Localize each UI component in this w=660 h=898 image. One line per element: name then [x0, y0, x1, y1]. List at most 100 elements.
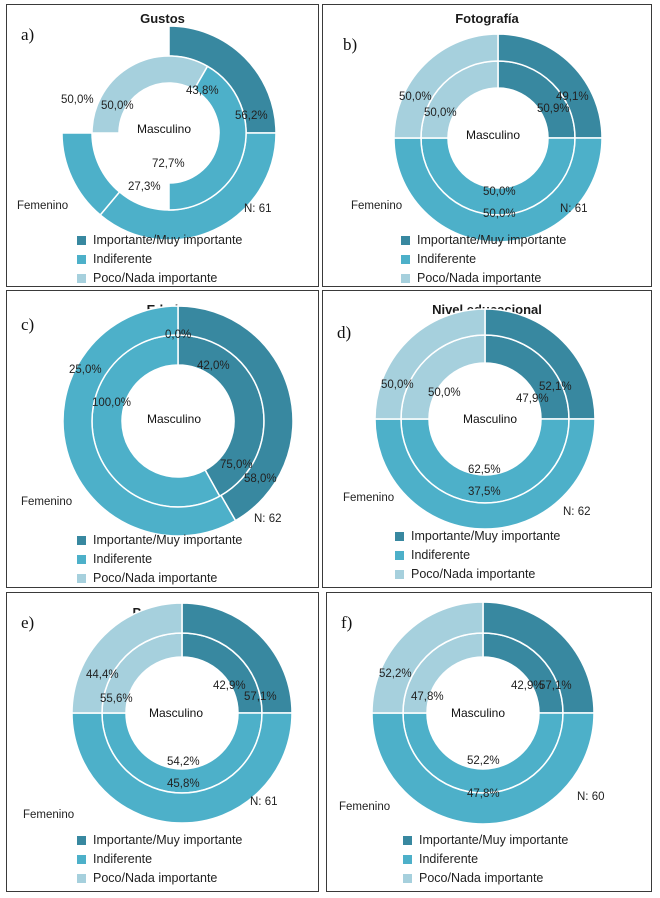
- data-label: 37,5%: [468, 486, 501, 498]
- legend-item: Indiferente: [401, 250, 566, 269]
- chart-marks: [71, 602, 293, 824]
- legend-label: Indiferente: [419, 852, 479, 866]
- legend-swatch: [403, 855, 412, 864]
- legend-label: Indiferente: [93, 852, 153, 866]
- chart-marks: [62, 305, 294, 537]
- data-label: 47,8%: [467, 788, 500, 800]
- legend-swatch: [403, 836, 412, 845]
- legend-label: Importante/Muy importante: [417, 233, 567, 247]
- legend-item: Indiferente: [403, 850, 568, 869]
- panel-nivel-educacional: Nivel educacional d) 52,1% 47,9% 50,0% 5…: [322, 290, 652, 588]
- outer-ring-label: Femenino: [17, 200, 68, 212]
- legend: Importante/Muy importante Indiferente Po…: [401, 231, 566, 288]
- sample-size: N: 62: [563, 506, 591, 518]
- center-label: Masculino: [137, 122, 191, 136]
- donut-chart: 0,0% 42,0% 25,0% 100,0% 75,0% 58,0% Masc…: [21, 305, 294, 537]
- sample-size: N: 61: [560, 203, 588, 215]
- data-label: 0,0%: [165, 329, 191, 341]
- outer-ring-label: Femenino: [23, 809, 74, 821]
- data-label: 52,2%: [379, 668, 412, 680]
- legend-item: Poco/Nada importante: [401, 269, 566, 288]
- legend-swatch: [395, 551, 404, 560]
- legend-label: Importante/Muy importante: [419, 833, 569, 847]
- chart-marks: [371, 601, 595, 825]
- data-label: 50,0%: [483, 208, 516, 220]
- data-label: 42,9%: [511, 680, 544, 692]
- panel-gustos: Gustos a) 43,8% 56,2% 72,7% 27,3% 50,0% …: [6, 4, 319, 287]
- legend-item: Indiferente: [77, 850, 242, 869]
- donut-segment: [374, 308, 486, 420]
- center-label: Masculino: [463, 412, 517, 426]
- data-label: 52,1%: [539, 381, 572, 393]
- sample-size: N: 60: [577, 791, 605, 803]
- legend-item: Poco/Nada importante: [403, 869, 568, 888]
- legend-item: Importante/Muy importante: [403, 831, 568, 850]
- legend-swatch: [77, 236, 86, 245]
- legend-swatch: [403, 874, 412, 883]
- donut-segment: [374, 418, 596, 530]
- sample-size: N: 61: [250, 796, 278, 808]
- legend-item: Importante/Muy importante: [77, 231, 242, 250]
- legend-label: Indiferente: [417, 252, 477, 266]
- donut-segment: [371, 601, 484, 714]
- panel-letter: b): [343, 35, 358, 54]
- legend: Importante/Muy importante Indiferente Po…: [77, 531, 242, 588]
- legend-item: Importante/Muy importante: [395, 527, 560, 546]
- data-label: 75,0%: [220, 459, 253, 471]
- legend: Importante/Muy importante Indiferente Po…: [395, 527, 560, 584]
- legend-swatch: [401, 255, 410, 264]
- legend-item: Importante/Muy importante: [77, 531, 242, 550]
- panel-letter: a): [21, 25, 35, 44]
- legend-swatch: [395, 532, 404, 541]
- donut-segment: [61, 132, 121, 217]
- chart-title: Gustos: [140, 11, 185, 26]
- legend-label: Indiferente: [93, 552, 153, 566]
- panel-fotografia: Fotografía b) 49,1% 50,9% 50,0% 50,0% 50…: [322, 4, 652, 287]
- legend-label: Importante/Muy importante: [93, 233, 243, 247]
- legend-label: Poco/Nada importante: [93, 871, 218, 885]
- data-label: 100,0%: [92, 397, 131, 409]
- data-label: 50,0%: [61, 94, 94, 106]
- data-label: 55,6%: [100, 693, 133, 705]
- data-label: 50,9%: [537, 103, 570, 115]
- legend-label: Importante/Muy importante: [93, 533, 243, 547]
- donut-chart: 42,9% 57,1% 44,4% 55,6% 54,2% 45,8% Masc…: [23, 602, 293, 824]
- center-label: Masculino: [466, 128, 520, 142]
- legend-swatch: [77, 274, 86, 283]
- legend-item: Poco/Nada importante: [77, 569, 242, 588]
- center-label: Masculino: [451, 706, 505, 720]
- legend: Importante/Muy importante Indiferente Po…: [77, 831, 242, 888]
- data-label: 49,1%: [556, 91, 589, 103]
- legend-item: Indiferente: [77, 550, 242, 569]
- data-label: 50,0%: [424, 107, 457, 119]
- legend-swatch: [77, 555, 86, 564]
- legend-label: Poco/Nada importante: [93, 571, 218, 585]
- panel-letter: e): [21, 613, 35, 632]
- data-label: 52,2%: [467, 755, 500, 767]
- legend-label: Importante/Muy importante: [93, 833, 243, 847]
- outer-ring-label: Femenino: [351, 200, 402, 212]
- panel-letter: d): [337, 323, 352, 342]
- data-label: 62,5%: [468, 464, 501, 476]
- outer-ring-label: Femenino: [339, 801, 390, 813]
- data-label: 56,2%: [235, 110, 268, 122]
- donut-chart: 49,1% 50,9% 50,0% 50,0% 50,0% 50,0% Masc…: [351, 33, 603, 243]
- center-label: Masculino: [149, 706, 203, 720]
- data-label: 44,4%: [86, 669, 119, 681]
- legend-label: Poco/Nada importante: [417, 271, 542, 285]
- legend-label: Poco/Nada importante: [411, 567, 536, 581]
- data-label: 50,0%: [428, 387, 461, 399]
- data-label: 58,0%: [244, 473, 277, 485]
- legend: Importante/Muy importante Indiferente Po…: [77, 231, 242, 288]
- data-label: 45,8%: [167, 778, 200, 790]
- legend-item: Poco/Nada importante: [395, 565, 560, 584]
- data-label: 42,9%: [213, 680, 246, 692]
- chart-marks: [61, 25, 277, 241]
- legend-swatch: [77, 255, 86, 264]
- legend-swatch: [77, 574, 86, 583]
- chart-marks: [393, 33, 603, 243]
- sample-size: N: 62: [254, 513, 282, 525]
- data-label: 50,0%: [483, 186, 516, 198]
- legend-item: Importante/Muy importante: [401, 231, 566, 250]
- panel-letter: c): [21, 315, 35, 334]
